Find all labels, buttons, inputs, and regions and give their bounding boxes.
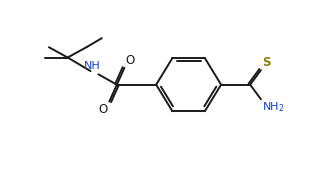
Text: S: S [262,56,271,69]
Text: NH: NH [84,61,101,71]
Text: O: O [98,103,108,116]
Text: O: O [126,54,135,67]
Text: NH$_2$: NH$_2$ [262,100,285,114]
